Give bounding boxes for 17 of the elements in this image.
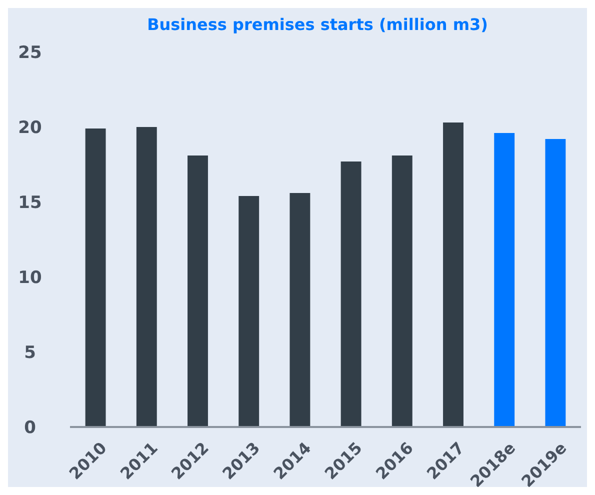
y-tick-label: 5 [24, 342, 36, 363]
chart-title: Business premises starts (million m3) [147, 15, 488, 34]
bar [494, 133, 515, 427]
bar [188, 156, 208, 427]
bar [545, 139, 566, 427]
bar [290, 193, 310, 427]
bar [85, 128, 106, 427]
bar [443, 122, 464, 427]
bar [136, 127, 157, 427]
y-tick-label: 25 [18, 42, 42, 63]
y-tick-label: 0 [24, 418, 36, 438]
bar [392, 156, 412, 427]
y-tick-label: 15 [18, 192, 42, 213]
y-tick-label: 10 [18, 268, 42, 288]
y-tick-label: 20 [18, 118, 42, 138]
bar [340, 162, 362, 427]
bar [238, 196, 260, 427]
